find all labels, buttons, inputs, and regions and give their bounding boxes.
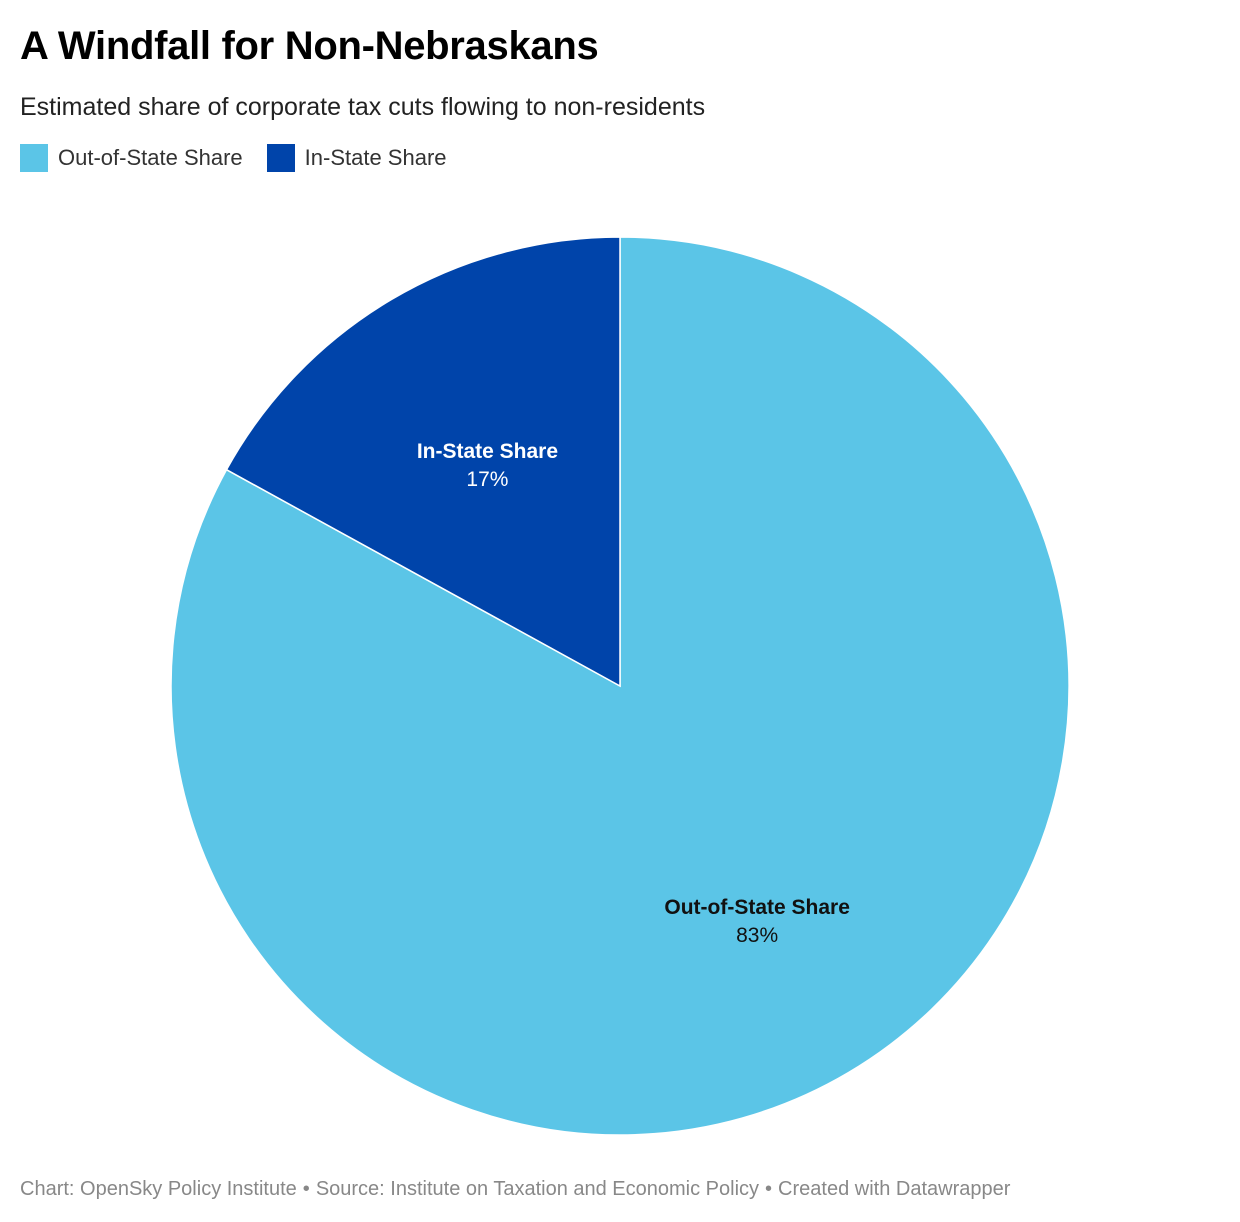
footer-chart-credit: Chart: OpenSky Policy Institute [20,1178,297,1200]
legend-swatch-in-state [266,144,295,172]
slice-label-name-out-of-state-share: Out-of-State Share [664,896,850,919]
slice-label-name-in-state-share: In-State Share [417,440,558,463]
slice-label-value-in-state-share: 17% [466,468,508,491]
legend-label-out-of-state: Out-of-State Share [58,145,243,170]
legend-item-in-state: In-State Share [266,144,447,172]
footer: Chart: OpenSky Policy Institute • Source: … [20,1174,1010,1204]
pie-chart: Out-of-State Share 83% In-State Share 17% [170,236,1070,1136]
footer-separator-2: • [765,1178,773,1200]
chart-subtitle: Estimated share of corporate tax cuts fl… [20,93,706,121]
footer-created-with: Created with Datawrapper [778,1178,1011,1200]
chart-title: A Windfall for Non-Nebraskans [20,24,599,68]
footer-separator-1: • [302,1178,310,1200]
footer-source: Source: Institute on Taxation and Econom… [315,1178,760,1200]
legend-item-out-of-state: Out-of-State Share [20,144,243,172]
legend-swatch-out-of-state [20,144,48,172]
legend: Out-of-State Share In-State Share [20,142,471,174]
slice-label-value-out-of-state-share: 83% [736,924,778,947]
legend-label-in-state: In-State Share [304,145,447,170]
pie-slice-in-state-share [225,236,621,688]
